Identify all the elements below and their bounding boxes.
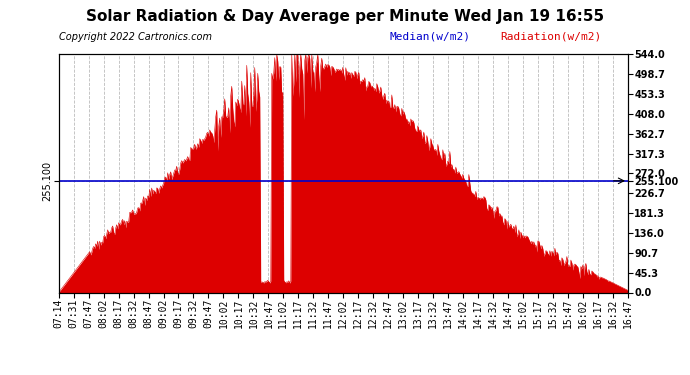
Text: Copyright 2022 Cartronics.com: Copyright 2022 Cartronics.com [59,32,212,42]
Text: Median(w/m2): Median(w/m2) [390,32,471,42]
Text: Solar Radiation & Day Average per Minute Wed Jan 19 16:55: Solar Radiation & Day Average per Minute… [86,9,604,24]
Text: Radiation(w/m2): Radiation(w/m2) [500,32,602,42]
